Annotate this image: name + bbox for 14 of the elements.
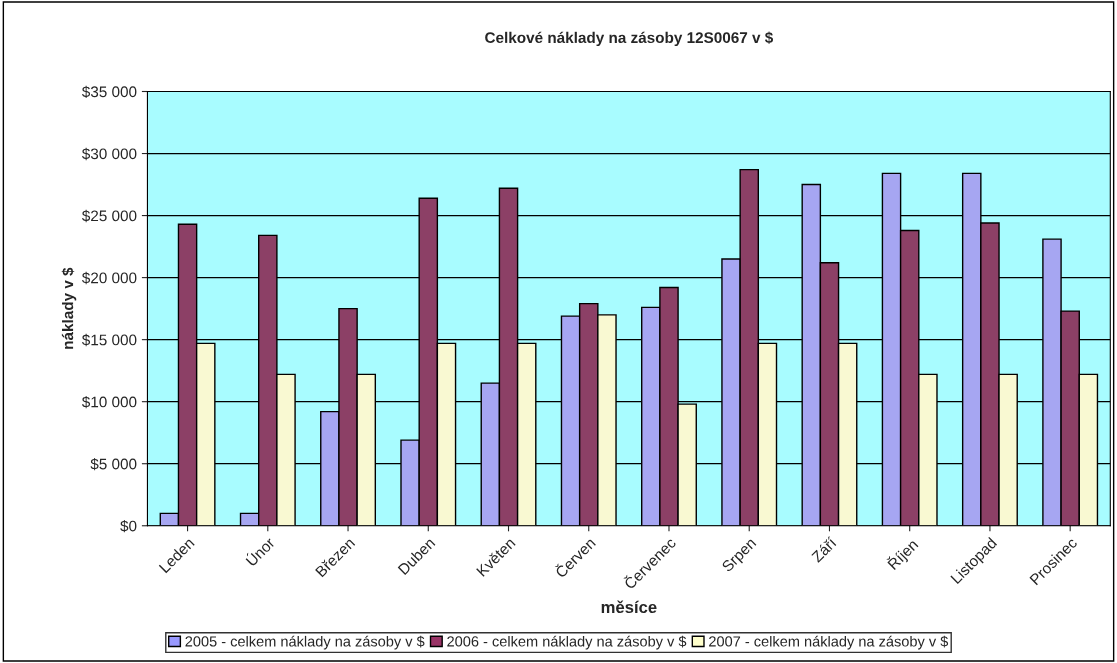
chart-title: Celkové náklady na zásoby 12S0067 v $ xyxy=(485,31,774,47)
y-axis-title: náklady v $ xyxy=(61,267,77,349)
legend-label: 2006 - celkem náklady na zásoby v $ xyxy=(447,635,687,650)
y-tick-label: $0 xyxy=(120,519,137,533)
y-tick-label: $30 000 xyxy=(81,147,137,161)
y-tick-label: $20 000 xyxy=(81,271,137,285)
y-tick-label: $15 000 xyxy=(81,333,137,347)
legend-label: 2005 - celkem náklady na zásoby v $ xyxy=(185,635,425,650)
y-tick-label: $5 000 xyxy=(90,457,137,471)
y-tick-label: $25 000 xyxy=(81,209,137,223)
legend-label: 2007 - celkem náklady na zásoby v $ xyxy=(709,635,949,650)
x-axis-title: měsíce xyxy=(601,600,657,614)
y-tick-label: $10 000 xyxy=(81,395,137,409)
y-tick-label: $35 000 xyxy=(81,85,137,99)
